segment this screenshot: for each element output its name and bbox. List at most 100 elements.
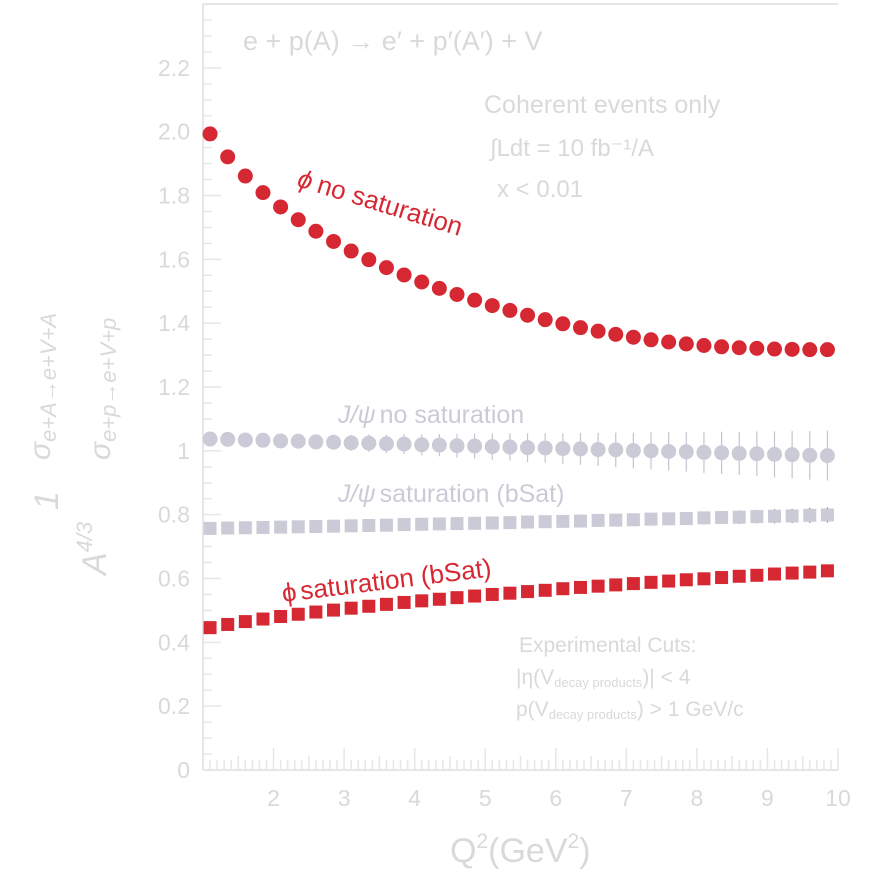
data-point <box>432 592 446 606</box>
cut-momentum-tail: ) > 1 GeV/c <box>637 698 744 721</box>
data-point <box>520 440 536 456</box>
data-point <box>378 260 394 276</box>
data-point <box>626 513 640 527</box>
data-point <box>327 519 341 533</box>
data-point <box>238 521 252 535</box>
data-point <box>662 574 676 588</box>
y-tick-label: 1.8 <box>158 183 190 209</box>
data-point <box>397 595 411 609</box>
data-point <box>784 447 800 463</box>
data-point <box>750 568 764 582</box>
data-point <box>415 594 429 608</box>
data-point <box>803 565 817 579</box>
data-point <box>274 609 288 623</box>
data-point <box>644 575 658 589</box>
data-point <box>378 436 394 452</box>
data-point <box>273 433 289 449</box>
data-point <box>767 341 782 357</box>
data-point <box>697 572 711 586</box>
data-point <box>537 440 553 456</box>
data-point <box>555 441 571 457</box>
data-point <box>203 621 217 635</box>
x-tick-label: 6 <box>549 785 562 811</box>
label-phi-no-sat-text: no saturation <box>314 169 467 242</box>
data-point <box>520 307 536 323</box>
data-point <box>379 597 393 611</box>
data-point <box>450 591 464 605</box>
label-jpsi-no-sat-text: no saturation <box>380 401 525 429</box>
data-point <box>732 569 746 583</box>
y-ticks: 0 0.2 0.4 0.6 0.8 1 1.2 1.4 1.6 1.8 2.0 2.2 <box>158 3 221 783</box>
data-point <box>661 334 677 350</box>
data-point <box>414 274 430 290</box>
data-point <box>678 444 694 460</box>
data-point <box>696 338 712 354</box>
data-point <box>449 286 465 302</box>
y-axis-denominator-base: A <box>76 552 114 577</box>
y-tick-label: 0.8 <box>158 502 190 528</box>
process-label: e + p(A) → e′ + p′(A′) + V <box>243 26 543 56</box>
data-point <box>573 580 587 594</box>
data-point <box>572 320 588 336</box>
y-tick-label: 1.4 <box>158 310 190 336</box>
data-point <box>326 233 342 249</box>
cut-eta-tail: )| < 4 <box>642 666 690 689</box>
data-point <box>502 302 518 318</box>
y-axis-sigma-eA: σe+A→e+V+A <box>24 313 61 460</box>
data-point <box>415 517 429 531</box>
data-point <box>697 511 711 525</box>
x-axis-title-main: Q <box>450 832 476 870</box>
data-point <box>467 292 483 308</box>
data-point <box>237 432 253 448</box>
data-point <box>485 516 499 530</box>
data-point <box>503 516 517 530</box>
x-tick-label: 2 <box>267 785 280 811</box>
data-point <box>608 326 624 342</box>
data-point <box>484 439 500 455</box>
y-tick-label: 0 <box>177 757 190 783</box>
data-point <box>379 518 393 532</box>
data-point <box>785 566 799 580</box>
y-tick-label: 0.2 <box>158 693 190 719</box>
label-phi-sat-symbol: ϕ <box>280 576 298 608</box>
cut-momentum-main: p(V <box>516 698 549 721</box>
data-point <box>274 520 288 534</box>
data-point <box>802 342 818 358</box>
y-axis-title: 1 A4/3 σe+A→e+V+A σe+p→e+V+p <box>24 313 121 577</box>
data-point <box>572 441 588 457</box>
data-point <box>679 573 693 587</box>
label-jpsi-sat-symbol: J/ψ <box>337 480 376 508</box>
data-point <box>308 223 324 239</box>
y-axis-sigma-ep-sub: e+p→e+V+p <box>96 318 121 442</box>
series-1 <box>202 430 835 481</box>
data-point <box>202 126 218 142</box>
series-2 <box>203 507 834 535</box>
data-point <box>431 280 447 296</box>
x-axis-title-sup1: 2 <box>476 830 488 853</box>
cuts-title: Experimental Cuts: <box>519 634 696 657</box>
data-point <box>626 577 640 591</box>
data-point <box>396 267 412 283</box>
data-point <box>749 446 765 462</box>
data-point <box>750 510 764 524</box>
data-point <box>467 438 483 454</box>
cut-momentum-sub: decay products <box>549 707 638 722</box>
data-point <box>202 431 218 447</box>
data-point <box>220 149 236 165</box>
cut-eta-sub: decay products <box>554 675 643 690</box>
data-point <box>820 508 834 522</box>
data-point <box>309 605 323 619</box>
data-point <box>679 511 693 525</box>
y-axis-sigma-ep: σe+p→e+V+p <box>84 318 121 460</box>
data-point <box>591 579 605 593</box>
data-point <box>326 434 342 450</box>
data-point <box>768 509 781 523</box>
data-point <box>414 437 430 453</box>
data-point <box>731 340 747 356</box>
series-layer <box>202 126 835 635</box>
data-point <box>643 443 659 459</box>
data-point <box>503 586 517 600</box>
data-point <box>590 323 606 339</box>
data-point <box>521 515 535 529</box>
data-point <box>362 519 376 533</box>
